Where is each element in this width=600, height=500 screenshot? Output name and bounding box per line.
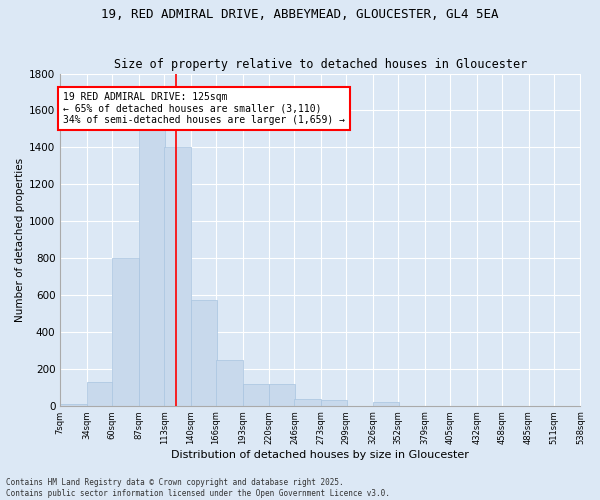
Bar <box>242 384 269 406</box>
Bar <box>87 382 113 406</box>
Bar <box>321 400 347 406</box>
Bar <box>112 258 139 406</box>
Text: Contains HM Land Registry data © Crown copyright and database right 2025.
Contai: Contains HM Land Registry data © Crown c… <box>6 478 390 498</box>
Bar <box>216 360 242 406</box>
Y-axis label: Number of detached properties: Number of detached properties <box>15 158 25 322</box>
Bar <box>164 148 191 406</box>
Text: 19, RED ADMIRAL DRIVE, ABBEYMEAD, GLOUCESTER, GL4 5EA: 19, RED ADMIRAL DRIVE, ABBEYMEAD, GLOUCE… <box>101 8 499 20</box>
Bar <box>373 402 399 406</box>
X-axis label: Distribution of detached houses by size in Gloucester: Distribution of detached houses by size … <box>172 450 469 460</box>
Bar <box>269 384 295 406</box>
Bar <box>60 404 87 406</box>
Bar <box>139 129 165 406</box>
Bar <box>191 300 217 406</box>
Title: Size of property relative to detached houses in Gloucester: Size of property relative to detached ho… <box>114 58 527 71</box>
Bar <box>295 399 321 406</box>
Text: 19 RED ADMIRAL DRIVE: 125sqm
← 65% of detached houses are smaller (3,110)
34% of: 19 RED ADMIRAL DRIVE: 125sqm ← 65% of de… <box>63 92 345 125</box>
